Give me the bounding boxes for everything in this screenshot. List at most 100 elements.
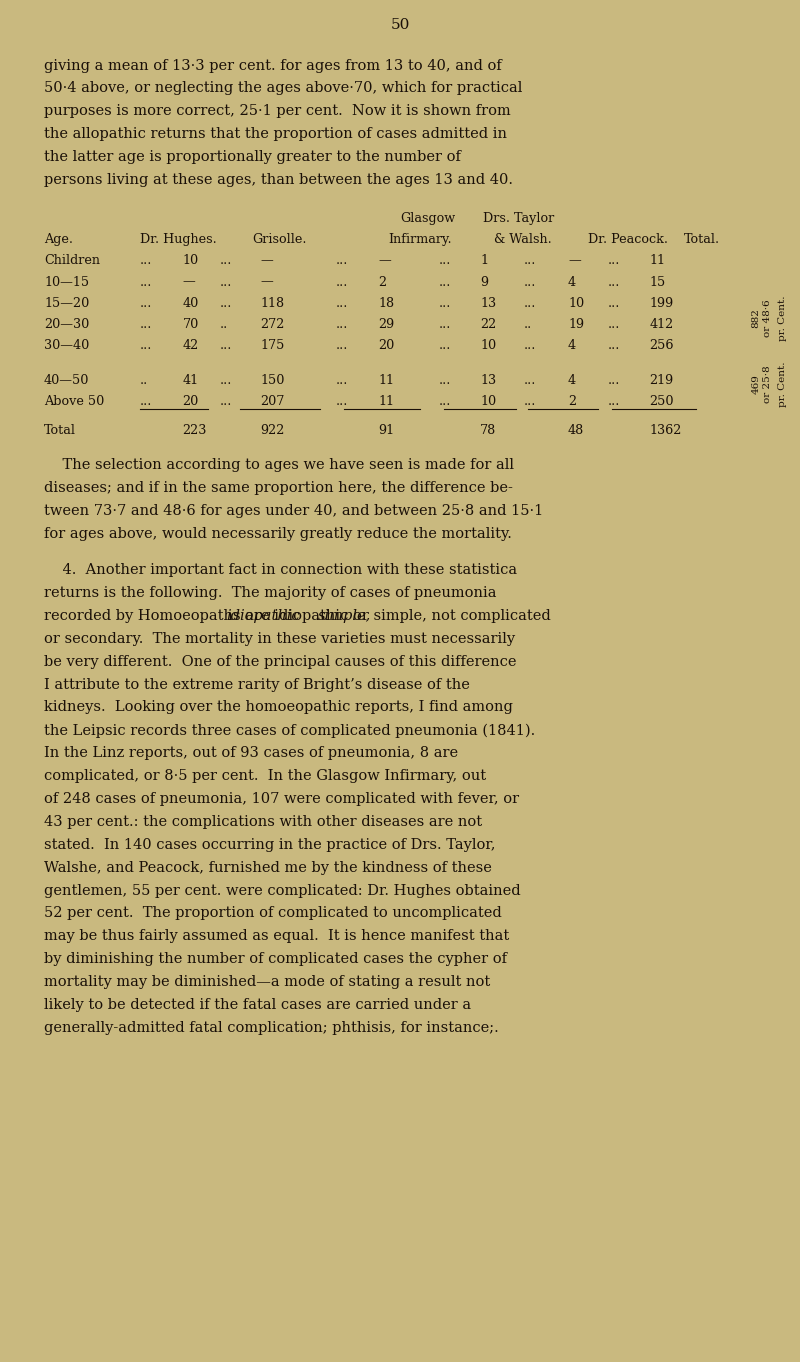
Text: persons living at these ages, than between the ages 13 and 40.: persons living at these ages, than betwe… (44, 173, 513, 187)
Text: 272: 272 (260, 317, 284, 331)
Text: 469: 469 (751, 375, 761, 394)
Text: 9: 9 (480, 275, 488, 289)
Text: —: — (182, 275, 195, 289)
Text: 18: 18 (378, 297, 394, 309)
Text: the Leipsic records three cases of complicated pneumonia (1841).: the Leipsic records three cases of compl… (44, 723, 535, 738)
Text: 10: 10 (480, 395, 496, 407)
Text: ...: ... (140, 255, 152, 267)
Text: tween 73·7 and 48·6 for ages under 40, and between 25·8 and 15·1: tween 73·7 and 48·6 for ages under 40, a… (44, 504, 543, 518)
Text: —: — (568, 255, 581, 267)
Text: simple,: simple, (318, 609, 370, 622)
Text: 15—20: 15—20 (44, 297, 90, 309)
Text: ...: ... (336, 373, 348, 387)
Text: ...: ... (608, 395, 620, 407)
Text: ...: ... (608, 255, 620, 267)
Text: ..: .. (220, 317, 228, 331)
Text: Glasgow: Glasgow (401, 212, 455, 225)
Text: 22: 22 (480, 317, 496, 331)
Text: ...: ... (336, 317, 348, 331)
Text: 256: 256 (650, 339, 674, 351)
Text: —: — (260, 275, 273, 289)
Text: 882: 882 (751, 308, 761, 328)
Text: 43 per cent.: the complications with other diseases are not: 43 per cent.: the complications with oth… (44, 814, 482, 829)
Text: 48: 48 (568, 424, 584, 437)
Text: ...: ... (438, 339, 450, 351)
Text: Age.: Age. (44, 233, 73, 247)
Text: Total: Total (44, 424, 76, 437)
Text: 40—50: 40—50 (44, 373, 90, 387)
Text: ...: ... (220, 297, 232, 309)
Text: pr. Cent.: pr. Cent. (778, 296, 787, 340)
Text: Dr. Peacock.: Dr. Peacock. (588, 233, 668, 247)
Text: 20: 20 (378, 339, 394, 351)
Text: Dr. Hughes.: Dr. Hughes. (140, 233, 217, 247)
Text: stated.  In 140 cases occurring in the practice of Drs. Taylor,: stated. In 140 cases occurring in the pr… (44, 838, 495, 851)
Text: by diminishing the number of complicated cases the cypher of: by diminishing the number of complicated… (44, 952, 507, 966)
Text: 2: 2 (568, 395, 576, 407)
Text: 922: 922 (260, 424, 284, 437)
Text: 50·4 above, or neglecting the ages above·70, which for practical: 50·4 above, or neglecting the ages above… (44, 82, 522, 95)
Text: diseases; and if in the same proportion here, the difference be-: diseases; and if in the same proportion … (44, 481, 513, 494)
Text: ...: ... (140, 339, 152, 351)
Text: or 48·6: or 48·6 (763, 298, 773, 336)
Text: giving a mean of 13·3 per cent. for ages from 13 to 40, and of: giving a mean of 13·3 per cent. for ages… (44, 59, 502, 72)
Text: ...: ... (220, 255, 232, 267)
Text: ...: ... (608, 373, 620, 387)
Text: purposes is more correct, 25·1 per cent.  Now it is shown from: purposes is more correct, 25·1 per cent.… (44, 105, 510, 118)
Text: ...: ... (336, 339, 348, 351)
Text: 78: 78 (480, 424, 496, 437)
Text: Children: Children (44, 255, 100, 267)
Text: ...: ... (524, 255, 536, 267)
Text: 4: 4 (568, 373, 576, 387)
Text: 4: 4 (568, 275, 576, 289)
Text: 40: 40 (182, 297, 198, 309)
Text: 4.  Another important fact in connection with these statistica: 4. Another important fact in connection … (44, 564, 517, 577)
Text: 250: 250 (650, 395, 674, 407)
Text: be very different.  One of the principal causes of this difference: be very different. One of the principal … (44, 655, 517, 669)
Text: ...: ... (438, 255, 450, 267)
Text: ...: ... (608, 317, 620, 331)
Text: 1362: 1362 (650, 424, 682, 437)
Text: ...: ... (336, 297, 348, 309)
Text: ...: ... (140, 275, 152, 289)
Text: gentlemen, 55 per cent. were complicated: Dr. Hughes obtained: gentlemen, 55 per cent. were complicated… (44, 884, 521, 898)
Text: ...: ... (140, 317, 152, 331)
Text: mortality may be diminished—a mode of stating a result not: mortality may be diminished—a mode of st… (44, 975, 490, 989)
Text: —: — (378, 255, 391, 267)
Text: ...: ... (220, 373, 232, 387)
Text: ...: ... (438, 317, 450, 331)
Text: 118: 118 (260, 297, 284, 309)
Bar (317, 607, 364, 631)
Text: 207: 207 (260, 395, 284, 407)
Text: Drs. Taylor: Drs. Taylor (482, 212, 554, 225)
Text: —: — (260, 255, 273, 267)
Text: ...: ... (438, 373, 450, 387)
Text: 219: 219 (650, 373, 674, 387)
Text: ..: .. (140, 373, 148, 387)
Text: complicated, or 8·5 per cent.  In the Glasgow Infirmary, out: complicated, or 8·5 per cent. In the Gla… (44, 770, 486, 783)
Text: 15: 15 (650, 275, 666, 289)
Text: 41: 41 (182, 373, 198, 387)
Text: 175: 175 (260, 339, 284, 351)
Text: Walshe, and Peacock, furnished me by the kindness of these: Walshe, and Peacock, furnished me by the… (44, 861, 492, 874)
Text: 50: 50 (390, 18, 410, 31)
Text: 150: 150 (260, 373, 284, 387)
Text: ...: ... (140, 297, 152, 309)
Text: likely to be detected if the fatal cases are carried under a: likely to be detected if the fatal cases… (44, 998, 471, 1012)
Text: 13: 13 (480, 297, 496, 309)
Text: ...: ... (438, 297, 450, 309)
Text: idiopathic: idiopathic (226, 609, 300, 622)
Text: or 25·8: or 25·8 (763, 365, 773, 403)
Text: ...: ... (608, 275, 620, 289)
Text: ...: ... (608, 297, 620, 309)
Text: 11: 11 (378, 373, 394, 387)
Text: ...: ... (220, 395, 232, 407)
Text: 20—30: 20—30 (44, 317, 90, 331)
Text: ...: ... (140, 395, 152, 407)
Text: In the Linz reports, out of 93 cases of pneumonia, 8 are: In the Linz reports, out of 93 cases of … (44, 746, 458, 760)
Bar (226, 607, 292, 631)
Text: ...: ... (608, 339, 620, 351)
Text: ...: ... (524, 297, 536, 309)
Text: 10: 10 (182, 255, 198, 267)
Text: 412: 412 (650, 317, 674, 331)
